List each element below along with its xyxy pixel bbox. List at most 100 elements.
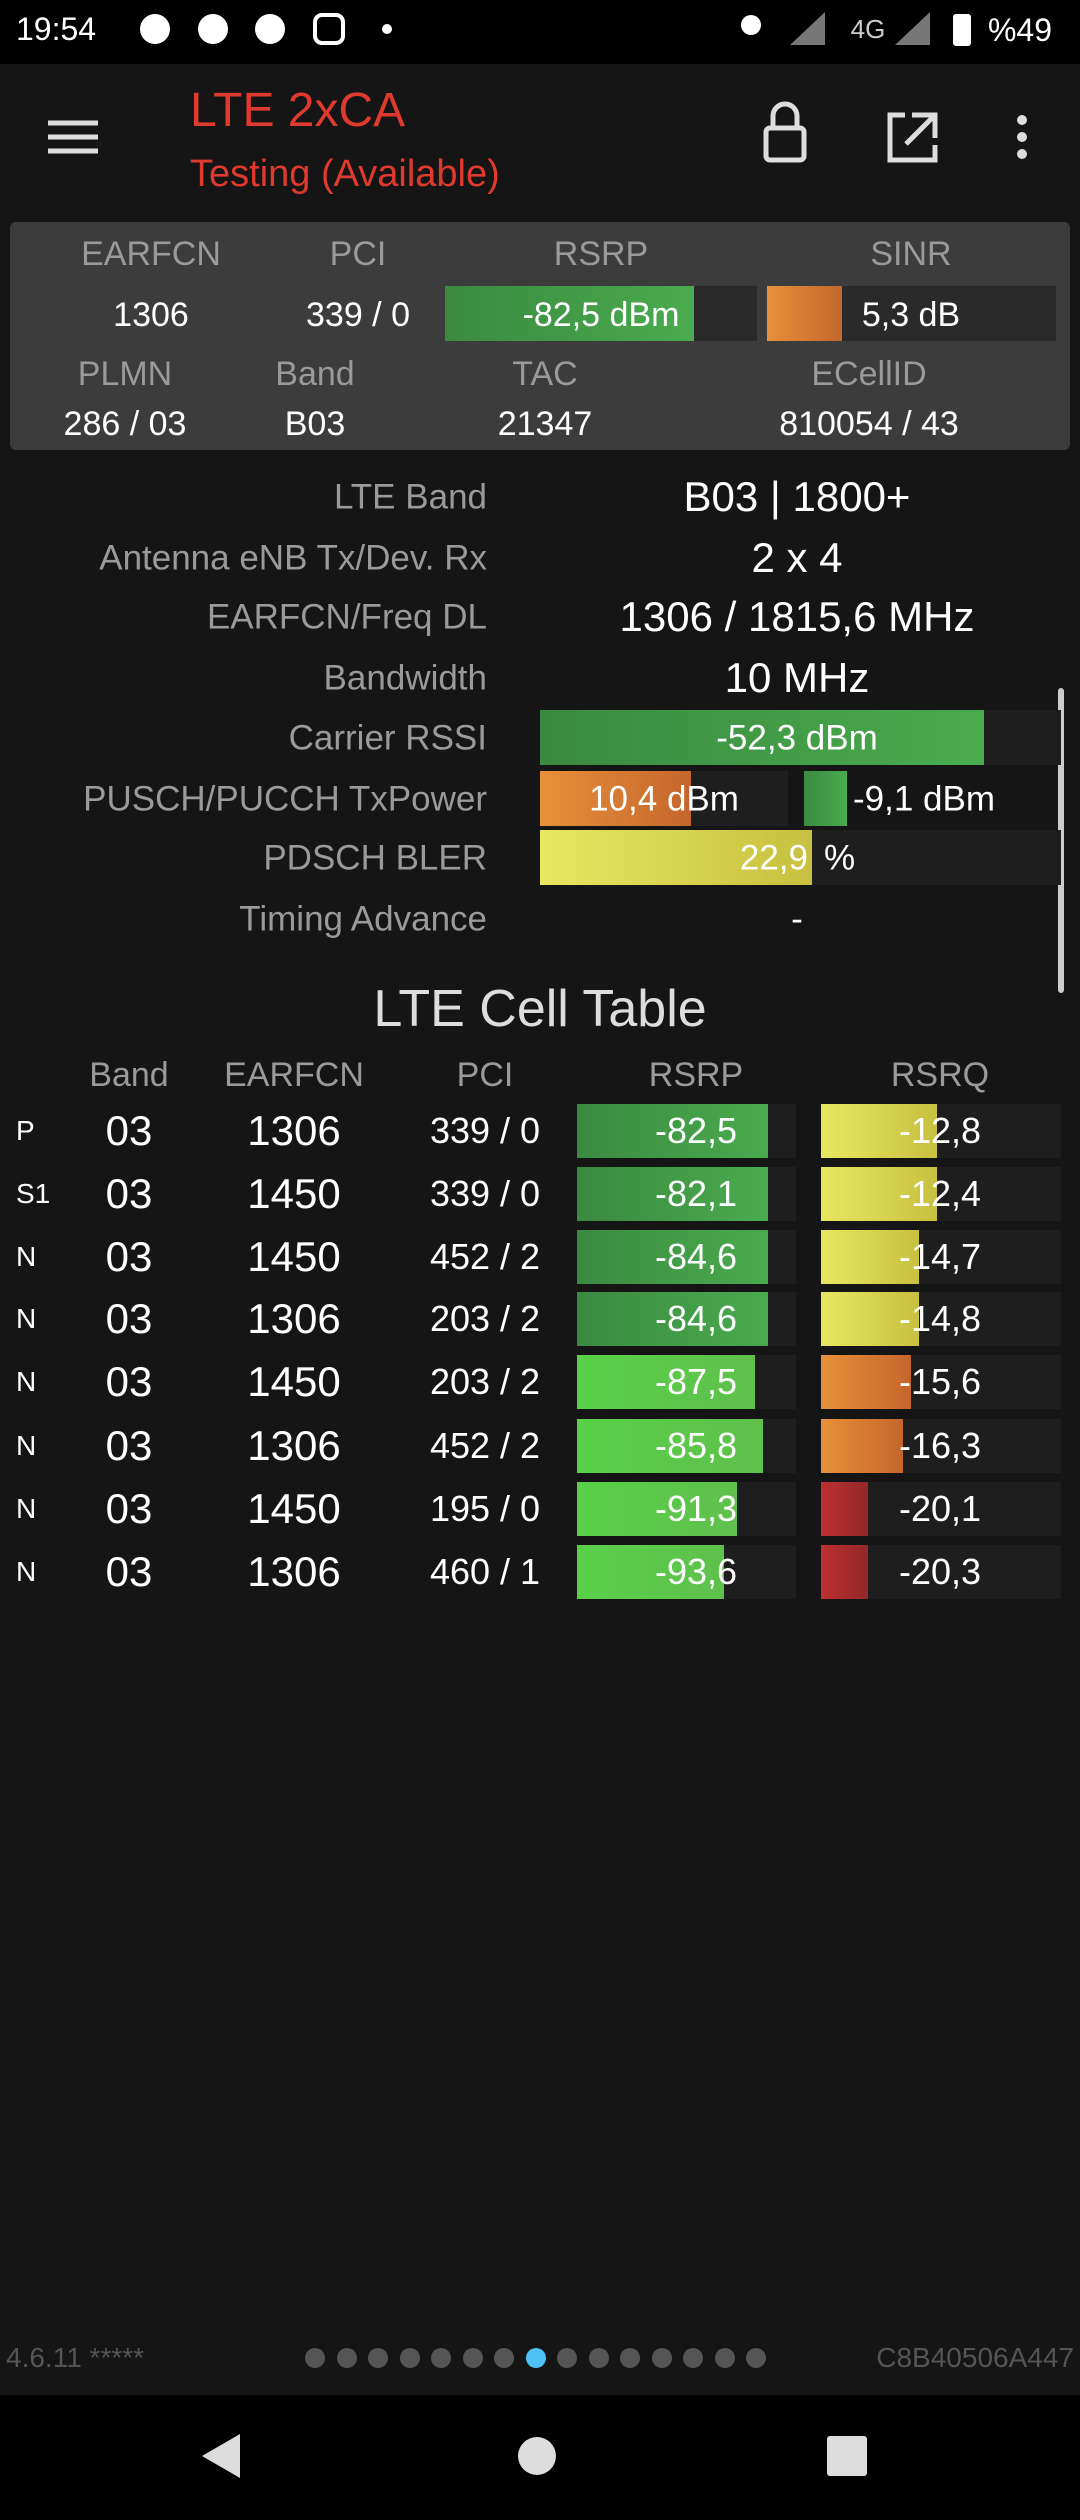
summary-value: 339 / 0 [306,296,410,334]
rsrp-bar [577,1482,737,1536]
bler-bar [540,830,812,885]
page-dot[interactable] [305,2348,325,2368]
detail-value: B03 | 1800+ [683,473,911,520]
column-header: PCI [456,1056,514,1094]
column-header: RSRQ [890,1056,990,1094]
pucch-bar [804,771,847,826]
page-dot[interactable] [525,2348,546,2368]
detail-value: -52,3 dBm [716,718,878,758]
status-icons [140,12,971,46]
detail-label: LTE Band [333,477,487,517]
lock-button[interactable] [763,101,807,163]
page-dot[interactable] [651,2348,672,2368]
detail-value: 2 x 4 [751,534,843,581]
cell-rsrp: -87,5 [654,1361,738,1402]
detail-unit: % [824,838,856,878]
detail-value: 10 MHz [724,654,870,701]
summary-value: 1306 [113,296,189,334]
device-id: C8B40506A447 [876,2342,1074,2373]
page-dot[interactable] [336,2348,357,2368]
page-dot[interactable] [620,2348,640,2368]
page-dot[interactable] [683,2348,703,2368]
cell-earfcn: 1306 [247,1295,341,1342]
open-button[interactable] [887,112,938,163]
cell-earfcn: 1450 [247,1170,341,1217]
cell-rsrq: -12,4 [898,1173,982,1214]
cell-earfcn: 1306 [247,1422,341,1469]
menu-button[interactable] [48,120,98,154]
cell-pci: 203 / 2 [429,1361,541,1402]
detail-label: PDSCH BLER [263,838,487,878]
rsrq-bar [821,1292,919,1346]
recents-button[interactable] [827,2436,867,2476]
rsrp-bar [577,1292,768,1346]
page-dot[interactable] [494,2348,514,2368]
detail-label: Timing Advance [239,899,487,939]
rsrp-bar [577,1355,755,1409]
detail-value: 10,4 dBm [589,779,739,819]
cell-earfcn: 1306 [247,1107,341,1154]
cell-rsrq: -14,8 [898,1298,982,1339]
page-dot[interactable] [399,2348,420,2368]
cell-rsrq: -16,3 [898,1425,982,1466]
page-dot[interactable] [557,2348,577,2368]
column-header: EARFCN [224,1056,364,1094]
rsrp-bar [445,286,694,341]
rsrq-bar [821,1482,868,1536]
rsrp-bar [577,1167,768,1221]
page-dot[interactable] [746,2348,766,2368]
detail-label: Antenna eNB Tx/Dev. Rx [99,538,487,578]
summary-label: SINR [870,235,952,273]
more-button[interactable] [1017,115,1027,159]
rsrq-bar [821,1419,903,1473]
summary-label: ECellID [811,355,927,393]
cell-type: P [16,1115,35,1146]
summary-label: PLMN [77,355,173,393]
cell-rsrq: -12,8 [898,1110,982,1151]
clock: 19:54 [16,11,97,47]
detail-value: 22,9 [739,838,808,878]
cell-earfcn: 1450 [247,1233,341,1280]
cell-rsrp: -91,3 [654,1488,738,1529]
back-button[interactable] [202,2434,240,2478]
rsrp-bar [577,1104,768,1158]
cell-band: 03 [105,1295,153,1342]
cell-earfcn: 1450 [247,1485,341,1532]
cell-band: 03 [105,1358,153,1405]
cell-earfcn: 1306 [247,1548,341,1595]
summary-label: Band [275,355,355,393]
cell-band: 03 [105,1107,153,1154]
column-header: RSRP [648,1056,744,1094]
cell-rsrq: -20,1 [898,1488,982,1529]
page-dot[interactable] [431,2348,451,2368]
rsrq-bar [821,1230,919,1284]
cell-pci: 203 / 2 [429,1298,541,1339]
cell-rsrp: -85,8 [654,1425,738,1466]
page-dot[interactable] [368,2348,388,2368]
cell-band: 03 [105,1170,153,1217]
page-dot[interactable] [714,2348,735,2368]
cell-rsrq: -20,3 [898,1551,982,1592]
cell-earfcn: 1450 [247,1358,341,1405]
page-dot[interactable] [588,2348,609,2368]
cell-rsrp: -84,6 [654,1236,738,1277]
title: LTE 2xCA [190,84,406,137]
cell-band: 03 [105,1422,153,1469]
cell-pci: 452 / 2 [429,1236,541,1277]
home-button[interactable] [518,2437,556,2475]
cell-rsrp: -82,5 [654,1110,738,1151]
rsrq-bar [821,1104,937,1158]
rsrq-bar [821,1355,911,1409]
cell-pci: 452 / 2 [429,1425,541,1466]
cell-type: N [16,1430,37,1461]
cell-rsrq: -15,6 [898,1361,982,1402]
rsrp-bar [577,1545,724,1599]
summary-label: RSRP [553,235,649,273]
column-header: Band [89,1056,169,1094]
rsrp-bar [577,1419,763,1473]
version: 4.6.11 ***** [6,2342,145,2373]
page-dot[interactable] [462,2348,483,2368]
detail-label: Bandwidth [323,658,487,698]
detail-label: EARFCN/Freq DL [206,597,487,637]
cell-pci: 339 / 0 [429,1110,541,1151]
